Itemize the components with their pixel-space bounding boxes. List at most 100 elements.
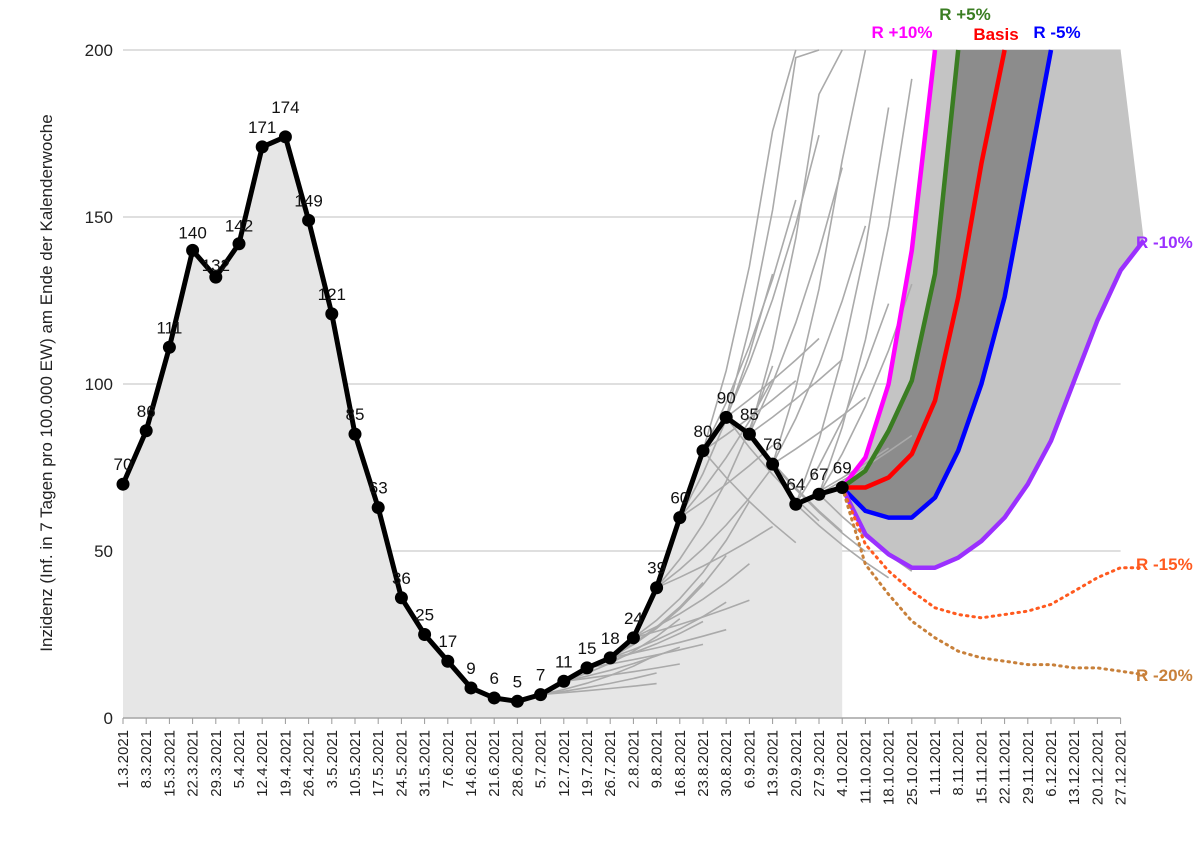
data-point (325, 307, 339, 321)
historical-forecast-line (772, 396, 866, 465)
x-tick-label: 19.4.2021 (277, 730, 294, 797)
x-tick-label: 29.11.2021 (1020, 730, 1037, 804)
data-point (302, 213, 316, 227)
x-tick-label: 7.6.2021 (440, 730, 457, 788)
x-tick-label: 4.10.2021 (834, 730, 851, 797)
scenario-label: Basis (973, 25, 1018, 44)
x-tick-label: 9.8.2021 (649, 730, 666, 788)
x-tick-label: 29.3.2021 (208, 730, 225, 797)
historical-forecast-lines (540, 49, 913, 696)
x-tick-label: 8.11.2021 (950, 730, 967, 796)
data-point (812, 487, 826, 501)
scenario-line-r-20- (840, 486, 1146, 677)
historical-forecast-line (795, 303, 890, 505)
data-point (603, 651, 617, 665)
x-tick-label: 2.8.2021 (625, 730, 642, 788)
data-labels: 7086111140132142171174149121856336251796… (114, 98, 852, 691)
x-tick-label: 6.12.2021 (1043, 730, 1060, 797)
data-label: 132 (202, 256, 230, 275)
x-tick-label: 23.8.2021 (695, 730, 712, 797)
data-point (789, 497, 803, 511)
historical-forecast-line (795, 503, 890, 579)
historical-forecast-line (748, 358, 843, 435)
data-point (418, 628, 432, 641)
x-tick-label: 15.3.2021 (161, 730, 178, 797)
data-label: 174 (271, 98, 299, 117)
x-tick-label: 15.11.2021 (973, 730, 990, 804)
data-label: 67 (810, 465, 829, 484)
data-label: 7 (536, 666, 545, 685)
data-point (742, 427, 756, 441)
data-label: 60 (670, 489, 689, 508)
scenario-label: R +10% (872, 23, 933, 42)
data-point (441, 654, 455, 668)
data-label: 149 (294, 191, 322, 210)
x-tick-label: 26.4.2021 (301, 730, 318, 797)
data-label: 63 (369, 479, 388, 498)
data-point (209, 270, 223, 284)
data-point (162, 340, 176, 354)
scenario-label: R -5% (1033, 23, 1080, 42)
data-point (766, 457, 780, 471)
x-tick-label: 25.10.2021 (904, 730, 921, 805)
data-point (394, 591, 408, 605)
x-tick-label: 28.6.2021 (509, 730, 526, 797)
data-point (650, 581, 664, 595)
data-point (534, 688, 548, 702)
scenario-line-basis (842, 49, 1007, 490)
data-label: 121 (318, 285, 346, 304)
y-axis-label: Inzidenz (Inf. in 7 Tagen pro 100.000 EW… (37, 114, 56, 651)
x-tick-label: 26.7.2021 (602, 730, 619, 797)
x-tick-label: 22.3.2021 (185, 730, 202, 797)
data-label: 5 (513, 672, 522, 691)
historical-forecast-line (540, 672, 657, 696)
data-point (371, 501, 385, 515)
historical-forecast-line (771, 225, 867, 465)
x-tick-label: 30.8.2021 (718, 730, 735, 797)
historical-forecast-line (748, 49, 843, 435)
x-tick-label: 6.9.2021 (741, 730, 758, 788)
historical-forecast-line (540, 654, 657, 696)
historical-forecast-line (656, 466, 774, 589)
data-point (464, 681, 478, 695)
data-point (673, 511, 687, 525)
historical-forecast-line (609, 555, 727, 659)
data-label: 36 (392, 569, 411, 588)
scenario-label: R -15% (1136, 555, 1193, 574)
data-point (278, 130, 292, 144)
historical-forecast-line (610, 628, 727, 659)
data-label: 85 (740, 405, 759, 424)
historical-forecast-line (632, 500, 751, 639)
x-tick-label: 11.10.2021 (857, 730, 874, 804)
data-label: 9 (466, 659, 475, 678)
data-label: 140 (178, 223, 206, 242)
data-label: 15 (578, 639, 597, 658)
data-point (626, 631, 640, 645)
data-point (510, 694, 524, 708)
data-point (232, 237, 246, 251)
historical-forecast-line (609, 601, 727, 659)
data-label: 64 (786, 475, 805, 494)
data-label: 76 (763, 435, 782, 454)
x-tick-label: 1.3.2021 (115, 730, 132, 788)
scenario-label: R +5% (939, 5, 991, 24)
data-point (116, 477, 130, 491)
historical-forecast-line (633, 563, 750, 639)
x-tick-label: 12.7.2021 (556, 730, 573, 797)
historical-forecast-line (748, 167, 843, 435)
actual-incidence-series (116, 130, 849, 708)
historical-forecast-line (679, 444, 774, 519)
data-point (696, 444, 710, 458)
x-tick-label: 27.12.2021 (1113, 730, 1130, 805)
x-tick-label: 31.5.2021 (417, 730, 434, 797)
scenario-lines: R +10% R +5%Basis R -5% R -10% R -15% R -20% (840, 5, 1193, 685)
inner-scenario-band (842, 50, 1051, 518)
data-label: 6 (489, 669, 498, 688)
data-label: 17 (438, 632, 457, 651)
data-label: 69 (833, 459, 852, 478)
historical-forecast-line (702, 380, 797, 452)
data-label: 70 (114, 455, 133, 474)
data-point (348, 427, 362, 441)
data-label: 39 (647, 559, 666, 578)
